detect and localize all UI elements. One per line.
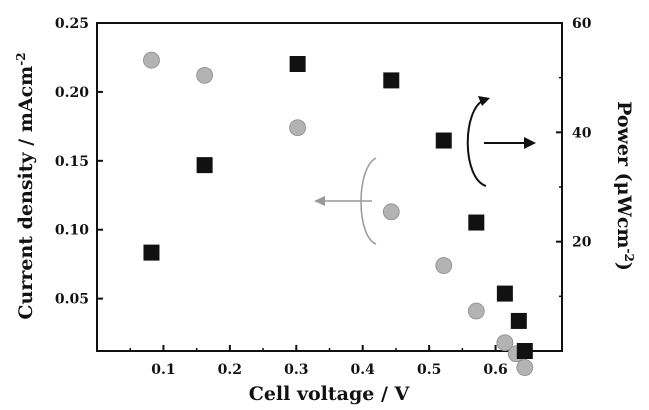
x-tick-label: 0.2 (218, 362, 242, 378)
current-density-point (435, 257, 453, 274)
left-y-tick-label: 0.20 (55, 85, 89, 101)
x-axis-title: Cell voltage / V (249, 383, 411, 405)
left-y-axis-title-main: Current density / mAcm (15, 66, 37, 320)
plot-frame (96, 22, 563, 352)
x-axis-ticks: 0.1 0.2 0.3 0.4 0.5 0.6 (129, 345, 530, 378)
power-arrow-head (524, 137, 536, 149)
power-point (143, 244, 160, 261)
power-arc (466, 99, 487, 187)
power-point (196, 157, 213, 174)
left-y-tick-label: 0.15 (55, 154, 89, 170)
current-density-point (516, 359, 534, 376)
x-tick-label: 0.1 (151, 362, 175, 378)
power-arc-arrow-head (478, 96, 490, 106)
power-point (510, 312, 527, 329)
power-point (496, 285, 513, 302)
left-y-axis-title: Current density / mAcm-2 (14, 52, 37, 319)
power-point (435, 132, 452, 149)
current-density-point (467, 302, 485, 320)
power-point (468, 214, 485, 231)
power-point (383, 72, 400, 89)
current-density-point (382, 203, 400, 221)
left-y-axis-title-sup: -2 (14, 52, 28, 65)
data-marks (143, 51, 534, 376)
x-tick-label: 0.5 (417, 362, 441, 378)
annotations (314, 96, 536, 245)
left-y-axis-ticks: 0.05 0.10 0.15 0.20 0.25 (55, 16, 103, 308)
right-y-axis-title: Power (μWcm-2) (613, 101, 636, 271)
right-y-axis-title-main: Power (μWcm (613, 101, 635, 248)
x-tick-label: 0.3 (284, 362, 308, 378)
left-y-tick-label: 0.25 (55, 16, 89, 32)
power-point (516, 343, 533, 359)
current-density-arrow-head (314, 196, 325, 206)
right-y-axis-title-sup: -2 (622, 249, 636, 262)
x-tick-label: 0.6 (483, 362, 507, 378)
current-density-point (289, 119, 307, 137)
right-y-tick-label: 40 (572, 125, 592, 141)
current-density-point (143, 51, 160, 69)
right-y-tick-label: 20 (572, 235, 592, 251)
power-point (289, 56, 306, 72)
right-y-tick-label: 60 (572, 16, 592, 32)
current-density-point (496, 334, 514, 352)
left-y-tick-label: 0.05 (55, 292, 89, 308)
x-tick-label: 0.4 (351, 362, 376, 378)
left-y-tick-label: 0.10 (55, 223, 89, 239)
current-density-point (196, 66, 214, 84)
right-y-axis-title-end: ) (613, 262, 635, 271)
right-y-axis-ticks: 20 40 60 (556, 16, 592, 298)
